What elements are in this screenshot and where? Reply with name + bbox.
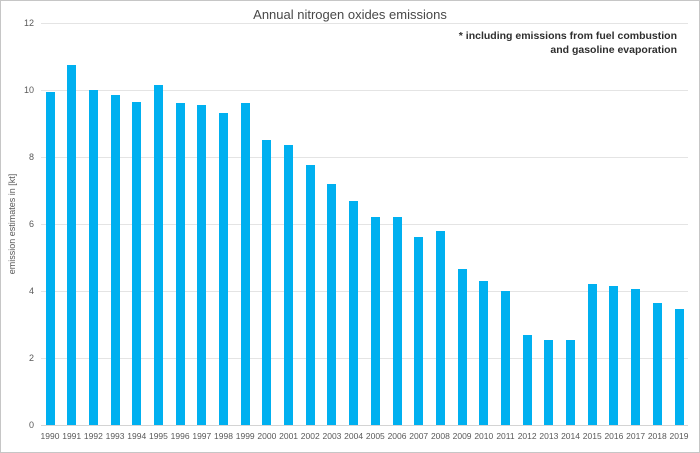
x-tick-label-1996: 1996 [170,431,190,441]
x-tick-label-2000: 2000 [257,431,277,441]
x-tick-label-1998: 1998 [214,431,233,441]
x-tick-label-2010: 2010 [474,431,494,441]
y-tick-label-4: 4 [28,286,34,296]
bar-1991 [67,64,77,425]
bar-2002 [305,165,315,425]
bar-2004 [349,200,359,425]
bar-2008 [435,230,445,425]
chart-annotation-line-1: * including emissions from fuel combusti… [458,30,677,42]
chart-annotation-line-2: and gasoline evaporation [550,44,677,56]
bar-2017 [631,289,641,425]
bar-2019 [674,309,684,425]
x-tick-label-1997: 1997 [192,431,212,441]
gridline-4 [41,291,688,292]
x-tick-label-1994: 1994 [127,431,147,441]
x-tick-label-1992: 1992 [83,431,103,441]
x-tick-label-2013: 2013 [539,431,559,441]
y-tick-label-12: 12 [23,18,34,28]
y-tick-label-2: 2 [28,353,34,363]
x-tick-label-2014: 2014 [561,431,580,441]
bar-1998 [219,113,229,425]
y-tick-label-6: 6 [28,219,34,229]
bar-1997 [197,105,207,425]
x-tick-label-1993: 1993 [105,431,125,441]
bar-2011 [500,291,510,425]
bar-2003 [327,183,337,425]
x-tick-label-2016: 2016 [604,431,624,441]
x-tick-label-1995: 1995 [148,431,168,441]
bar-1996 [175,103,185,425]
x-tick-label-2007: 2007 [409,431,429,441]
gridline-2 [41,358,688,359]
bar-2001 [284,145,294,425]
bar-1994 [132,101,142,425]
x-tick-label-2004: 2004 [344,431,364,441]
x-tick-label-2003: 2003 [322,431,342,441]
gridline-8 [41,157,688,158]
y-tick-label-0: 0 [28,420,34,430]
x-tick-label-1999: 1999 [235,431,255,441]
x-tick-label-2011: 2011 [496,431,515,441]
gridline-6 [41,224,688,225]
bar-2000 [262,140,272,425]
bar-1990 [45,91,55,425]
y-tick-label-8: 8 [28,152,34,162]
x-tick-label-1990: 1990 [40,431,60,441]
gridline-0 [41,425,688,426]
x-tick-label-2002: 2002 [300,431,320,441]
bar-1992 [88,90,98,425]
x-tick-label-2012: 2012 [517,431,537,441]
y-tick-label-10: 10 [23,85,34,95]
bar-2014 [566,339,576,425]
bar-2013 [544,339,554,425]
x-tick-label-2015: 2015 [582,431,602,441]
bar-2015 [587,284,597,425]
bar-1999 [240,103,250,425]
x-tick-label-2005: 2005 [365,431,385,441]
x-tick-label-2017: 2017 [626,431,646,441]
x-tick-label-2018: 2018 [647,431,667,441]
gridline-10 [41,90,688,91]
bar-1995 [153,84,163,425]
x-tick-label-2019: 2019 [669,431,689,441]
bar-2018 [652,302,662,425]
bar-2007 [414,237,424,425]
bar-2010 [479,280,489,425]
x-tick-label-1991: 1991 [62,431,82,441]
bar-1993 [110,95,120,425]
bar-2009 [457,269,467,425]
chart-annotation: * including emissions from fuel combusti… [459,29,677,57]
bar-2016 [609,285,619,425]
bar-2006 [392,217,402,425]
x-tick-label-2006: 2006 [387,431,407,441]
gridline-12 [41,23,688,24]
bar-2005 [370,217,380,425]
x-tick-label-2008: 2008 [430,431,450,441]
chart-title: Annual nitrogen oxides emissions [253,7,447,22]
x-tick-label-2001: 2001 [279,431,299,441]
bar-2012 [522,334,532,425]
x-tick-label-2009: 2009 [452,431,472,441]
